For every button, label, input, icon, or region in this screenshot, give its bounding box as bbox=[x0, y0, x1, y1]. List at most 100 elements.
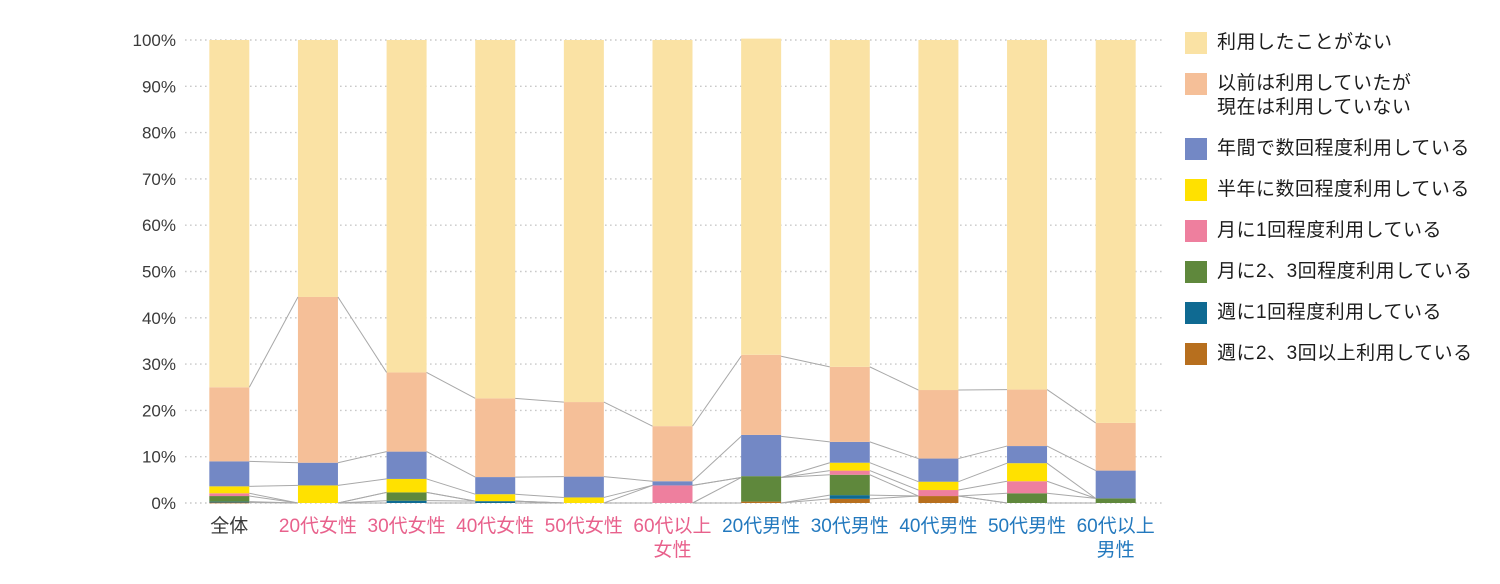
bar-segment bbox=[563, 402, 604, 477]
x-axis-label: 20代女性 bbox=[279, 515, 357, 537]
bar-segment bbox=[386, 40, 427, 373]
bar-segment bbox=[741, 354, 782, 435]
bar-segment bbox=[209, 387, 250, 462]
bar-segment bbox=[1007, 481, 1048, 494]
connector-line bbox=[692, 355, 742, 427]
x-axis-label: 20代男性 bbox=[722, 515, 800, 537]
legend-label: 週に1回程度利用している bbox=[1217, 302, 1442, 323]
legend-item: 月に2、3回程度利用している bbox=[1185, 260, 1473, 284]
connector-line bbox=[426, 451, 476, 478]
connector-line bbox=[603, 484, 653, 498]
bar-segment bbox=[1007, 463, 1048, 482]
bar-segment bbox=[1007, 389, 1048, 447]
bar-segment bbox=[652, 426, 693, 482]
connector-line bbox=[780, 462, 830, 479]
bar-segment bbox=[475, 40, 516, 399]
bar-segment bbox=[741, 434, 782, 477]
x-axis-label: 60代以上女性 bbox=[633, 515, 711, 561]
connector-line bbox=[781, 355, 830, 368]
bar-segment bbox=[829, 462, 870, 471]
legend-item: 以前は利用していたが 現在は利用していない bbox=[1185, 72, 1473, 120]
y-axis-label: 50% bbox=[142, 263, 176, 282]
connector-line bbox=[958, 480, 1008, 491]
bar-segment bbox=[209, 461, 250, 487]
bar-segment bbox=[475, 477, 516, 495]
bar-segment bbox=[1007, 40, 1048, 390]
bar-segment bbox=[209, 486, 250, 494]
connector-line bbox=[1046, 389, 1096, 424]
legend-label: 月に1回程度利用している bbox=[1217, 220, 1442, 241]
connector-line bbox=[337, 296, 388, 373]
bar-segment bbox=[829, 474, 870, 496]
legend-swatch bbox=[1185, 73, 1207, 95]
y-axis-label: 0% bbox=[151, 494, 176, 513]
bar-segment bbox=[918, 40, 959, 391]
connector-line bbox=[603, 401, 653, 427]
bar-segment bbox=[386, 478, 427, 493]
bar-segment bbox=[209, 40, 250, 388]
connector-line bbox=[248, 296, 299, 388]
connector-line bbox=[781, 494, 830, 504]
legend-label: 月に2、3回程度利用している bbox=[1217, 261, 1473, 282]
y-axis-label: 80% bbox=[142, 124, 176, 143]
bar-segment bbox=[209, 493, 250, 497]
connector-line bbox=[426, 371, 476, 399]
bar-segment bbox=[563, 476, 604, 498]
connector-line bbox=[337, 451, 387, 464]
connector-line bbox=[337, 491, 387, 504]
connector-line bbox=[1046, 445, 1096, 472]
bar-segment bbox=[386, 492, 427, 501]
y-axis-label: 20% bbox=[142, 401, 176, 420]
connector-line bbox=[426, 478, 476, 495]
y-axis-label: 100% bbox=[133, 31, 176, 50]
bar-segment bbox=[829, 441, 870, 463]
bar-segment bbox=[386, 451, 427, 479]
bar-segment bbox=[741, 476, 782, 502]
bar-segment bbox=[475, 501, 516, 503]
connector-line bbox=[249, 484, 298, 487]
legend-item: 週に1回程度利用している bbox=[1185, 301, 1473, 325]
legend-item: 利用したことがない bbox=[1185, 31, 1473, 55]
connector-line bbox=[781, 470, 830, 479]
bar-segment bbox=[297, 462, 338, 486]
bar-segment bbox=[563, 40, 604, 403]
bar-segment bbox=[1095, 470, 1136, 499]
connector-line bbox=[1046, 492, 1096, 499]
connector-line bbox=[869, 474, 919, 497]
y-axis-label: 70% bbox=[142, 170, 176, 189]
connector-line bbox=[337, 478, 387, 486]
connector-line bbox=[781, 474, 830, 479]
bar-segment bbox=[297, 485, 338, 503]
bar-segment bbox=[829, 495, 870, 499]
connector-line bbox=[603, 476, 653, 482]
bar-segment bbox=[918, 481, 959, 491]
x-axis-label: 全体 bbox=[210, 515, 248, 537]
bar-segment bbox=[1095, 422, 1136, 471]
bar-segment bbox=[741, 501, 782, 503]
connector-line bbox=[781, 435, 830, 443]
bar-segment bbox=[209, 502, 250, 504]
legend-swatch bbox=[1185, 138, 1207, 160]
x-axis-label: 30代女性 bbox=[368, 515, 446, 537]
bar-segment bbox=[918, 490, 959, 497]
bar-segment bbox=[1095, 40, 1136, 423]
y-axis-label: 90% bbox=[142, 77, 176, 96]
bar-segment bbox=[209, 501, 250, 503]
x-axis-label: 50代女性 bbox=[545, 515, 623, 537]
bar-segment bbox=[563, 497, 604, 503]
connector-line bbox=[958, 445, 1008, 460]
connector-line bbox=[869, 495, 919, 500]
legend-swatch bbox=[1185, 179, 1207, 201]
x-axis-label: 40代男性 bbox=[899, 515, 977, 537]
connector-line bbox=[869, 441, 919, 460]
legend-swatch bbox=[1185, 32, 1207, 54]
connector-line bbox=[869, 366, 919, 391]
legend-swatch bbox=[1185, 302, 1207, 324]
legend-label: 利用したことがない bbox=[1217, 32, 1393, 53]
bar-segment bbox=[1007, 493, 1048, 503]
bar-segment bbox=[918, 390, 959, 459]
legend-item: 月に1回程度利用している bbox=[1185, 219, 1473, 243]
x-axis-label: 40代女性 bbox=[456, 515, 534, 537]
